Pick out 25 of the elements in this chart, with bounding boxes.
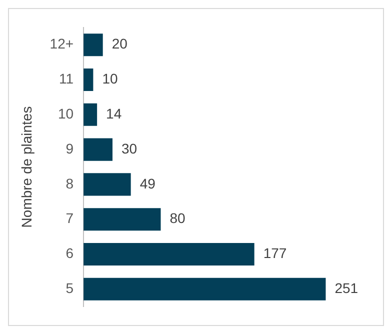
data-label: 10 bbox=[102, 70, 118, 87]
y-axis-title: Nombre de plaintes bbox=[18, 106, 34, 228]
bar bbox=[84, 138, 112, 161]
data-label: 251 bbox=[334, 280, 358, 296]
y-tick-label: 5 bbox=[66, 280, 74, 296]
data-label: 177 bbox=[263, 245, 287, 262]
bar bbox=[84, 68, 94, 92]
bar bbox=[84, 278, 326, 300]
y-tick-label: 6 bbox=[66, 245, 74, 262]
y-tick-label: 7 bbox=[66, 210, 74, 226]
y-tick-label: 12+ bbox=[50, 36, 74, 52]
y-tick-label: 11 bbox=[59, 70, 74, 87]
data-label: 80 bbox=[170, 210, 186, 226]
data-label: 14 bbox=[106, 106, 122, 122]
bar bbox=[84, 208, 161, 231]
bar bbox=[84, 103, 98, 126]
data-label: 20 bbox=[112, 36, 128, 52]
data-label: 49 bbox=[140, 175, 156, 192]
y-tick-label: 8 bbox=[66, 175, 74, 192]
y-tick-label: 9 bbox=[66, 140, 74, 156]
data-label: 30 bbox=[121, 140, 138, 156]
bar bbox=[84, 34, 103, 56]
bar bbox=[84, 242, 254, 266]
y-tick-label: 10 bbox=[58, 106, 74, 122]
bar bbox=[84, 173, 131, 196]
